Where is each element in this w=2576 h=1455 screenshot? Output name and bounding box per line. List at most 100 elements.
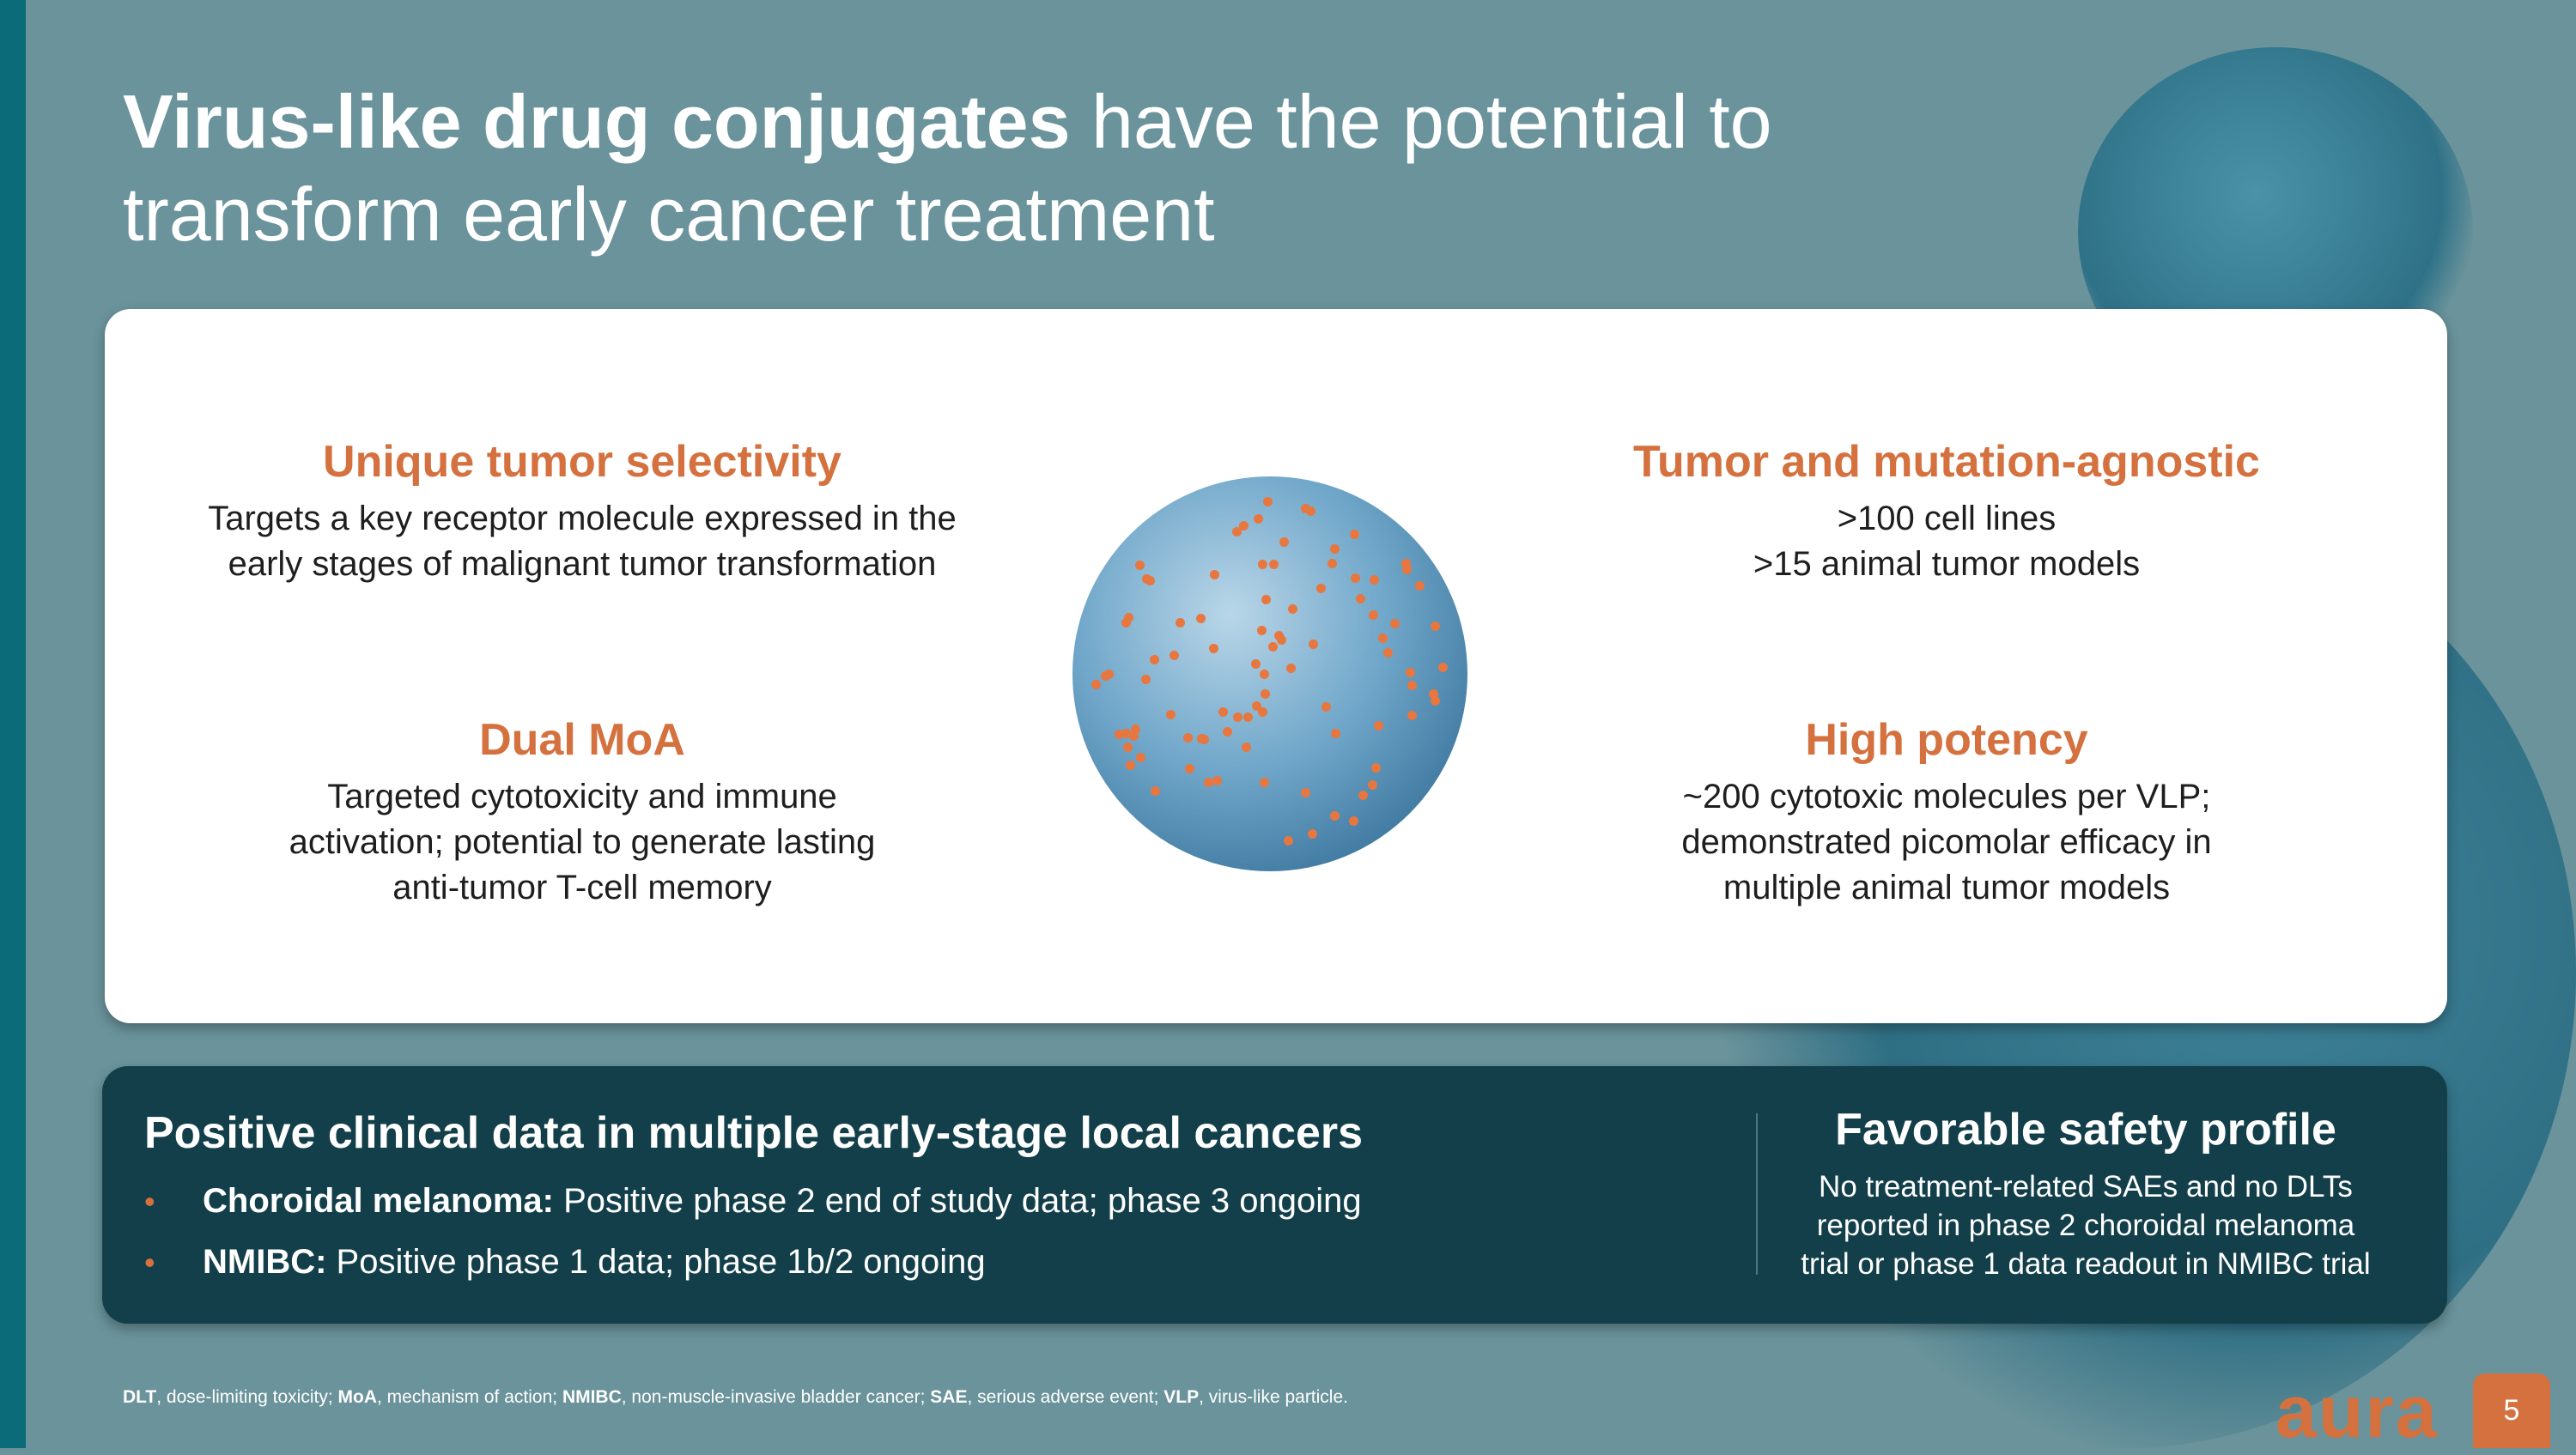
- virus-spike-dot: [1233, 712, 1242, 722]
- virus-spike-dot: [1301, 504, 1310, 513]
- virus-spike-dot: [1223, 727, 1232, 737]
- safety-section: Favorable safety profile No treatment-re…: [1777, 1104, 2395, 1283]
- virus-spike-dot: [1218, 707, 1228, 717]
- bullet-text: Positive phase 1 data; phase 1b/2 ongoin…: [326, 1243, 985, 1281]
- footnote-def: , mechanism of action;: [377, 1387, 562, 1407]
- bullet-label: NMIBC:: [203, 1243, 326, 1281]
- footnote-def: , dose-limiting toxicity;: [156, 1387, 337, 1407]
- footnote-abbr: MoA: [338, 1387, 378, 1407]
- footnote-def: , serious adverse event;: [967, 1387, 1163, 1407]
- virus-spike-dot: [1121, 618, 1131, 627]
- virus-spike-dot: [1251, 659, 1261, 669]
- virus-spike-dot: [1123, 743, 1133, 752]
- virus-spike-dot: [1091, 680, 1101, 689]
- virus-spike-dot: [1196, 614, 1206, 623]
- feature-text: ~200 cytotoxic molecules per VLP;: [1474, 774, 2419, 820]
- left-stripe: [0, 0, 26, 1448]
- virus-spike-dot: [1415, 581, 1425, 591]
- feature-text: >15 animal tumor models: [1474, 542, 2419, 587]
- virus-spike-dot: [1308, 829, 1317, 839]
- virus-spike-dot: [1321, 702, 1331, 712]
- virus-spike-dot: [1330, 544, 1340, 554]
- feature-heading: Unique tumor selectivity: [110, 436, 1054, 488]
- feature-text: multiple animal tumor models: [1474, 865, 2419, 911]
- virus-spike-dot: [1356, 594, 1365, 603]
- virus-spike-dot: [1330, 811, 1340, 821]
- virus-spike-dot: [1402, 565, 1412, 574]
- virus-spike-dot: [1406, 668, 1415, 677]
- virus-spike-dot: [1242, 743, 1251, 752]
- virus-spike-dot: [1316, 584, 1326, 593]
- virus-spike-dot: [1185, 764, 1194, 773]
- virus-spike-dot: [1150, 655, 1159, 664]
- virus-spike-dot: [1407, 681, 1417, 690]
- feature-dual-moa: Dual MoA Targeted cytotoxicity and immun…: [110, 714, 1054, 911]
- virus-spike-dot: [1383, 648, 1393, 658]
- bullet-item: • NMIBC: Positive phase 1 data; phase 1b/…: [144, 1243, 986, 1282]
- virus-spike-dot: [1327, 559, 1337, 568]
- feature-heading: High potency: [1474, 714, 2419, 766]
- virus-spike-dot: [1260, 670, 1269, 679]
- virus-spike-dot: [1258, 560, 1267, 569]
- feature-text: Targeted cytotoxicity and immune: [110, 774, 1054, 820]
- virus-spike-dot: [1166, 710, 1176, 719]
- footnote-def: , non-muscle-invasive bladder cancer;: [622, 1387, 931, 1407]
- virus-spike-dot: [1232, 527, 1242, 537]
- bullet-item: • Choroidal melanoma: Positive phase 2 en…: [144, 1182, 1362, 1221]
- slide-title: Virus-like drug conjugates have the pote…: [123, 76, 2012, 261]
- virus-spike-dot: [1126, 761, 1135, 770]
- footnote-abbr: NMIBC: [562, 1387, 622, 1407]
- virus-spike-dot: [1243, 712, 1253, 722]
- virus-spike-dot: [1350, 530, 1359, 539]
- virus-spike-dot: [1351, 573, 1360, 583]
- virus-spike-dot: [1261, 595, 1271, 604]
- virus-spike-dot: [1407, 711, 1417, 720]
- virus-spike-dot: [1284, 836, 1293, 846]
- virus-spike-dot: [1378, 634, 1388, 643]
- virus-spike-dot: [1429, 689, 1438, 699]
- footnote-abbr: DLT: [123, 1387, 156, 1407]
- virus-spike-dot: [1268, 642, 1278, 652]
- virus-spike-dot: [1176, 618, 1185, 627]
- virus-spike-dot: [1129, 731, 1139, 741]
- virus-spike-dot: [1260, 778, 1269, 787]
- clinical-panel: Positive clinical data in multiple early…: [102, 1066, 2447, 1324]
- virus-spike-dot: [1309, 640, 1318, 649]
- virus-spike-dot: [1183, 733, 1193, 743]
- footnote-def: , virus-like particle.: [1199, 1387, 1348, 1407]
- aura-logo: aura: [2275, 1370, 2439, 1455]
- footnote: DLT, dose-limiting toxicity; MoA, mechan…: [123, 1387, 1348, 1408]
- virus-particle-image: [1072, 476, 1467, 871]
- virus-spike-dot: [1358, 791, 1368, 800]
- virus-spike-dot: [1370, 575, 1379, 585]
- virus-spike-dot: [1141, 675, 1151, 684]
- feature-text: anti-tumor T-cell memory: [110, 865, 1054, 911]
- bullet-text: Positive phase 2 end of study data; phas…: [554, 1182, 1362, 1220]
- bullet-icon: •: [144, 1184, 203, 1220]
- virus-spike-dot: [1390, 619, 1400, 628]
- bullet-icon: •: [144, 1245, 203, 1281]
- safety-text: reported in phase 2 choroidal melanoma: [1777, 1206, 2395, 1245]
- footnote-abbr: VLP: [1163, 1387, 1199, 1407]
- virus-spike-dot: [1374, 721, 1383, 731]
- feature-text: early stages of malignant tumor transfor…: [110, 542, 1054, 587]
- feature-agnostic: Tumor and mutation-agnostic >100 cell li…: [1474, 436, 2419, 587]
- virus-spike-dot: [1210, 570, 1219, 579]
- clinical-heading: Positive clinical data in multiple early…: [144, 1107, 1363, 1159]
- feature-text: >100 cell lines: [1474, 496, 2419, 542]
- virus-spike-dot: [1269, 560, 1279, 569]
- virus-spike-dot: [1301, 788, 1310, 797]
- virus-spike-dot: [1258, 707, 1267, 717]
- virus-spike-dot: [1371, 763, 1381, 773]
- virus-spike-dot: [1209, 644, 1218, 653]
- virus-spike-dot: [1151, 786, 1160, 796]
- feature-text: demonstrated picomolar efficacy in: [1474, 820, 2419, 865]
- virus-spike-dot: [1261, 689, 1270, 699]
- virus-spike-dot: [1101, 671, 1110, 681]
- virus-spike-dot: [1279, 537, 1289, 547]
- virus-spike-dot: [1257, 626, 1267, 635]
- virus-spike-dot: [1286, 664, 1296, 673]
- virus-spike-dot: [1170, 651, 1179, 660]
- virus-spike-dot: [1263, 497, 1273, 506]
- safety-text: trial or phase 1 data readout in NMIBC t…: [1777, 1245, 2395, 1283]
